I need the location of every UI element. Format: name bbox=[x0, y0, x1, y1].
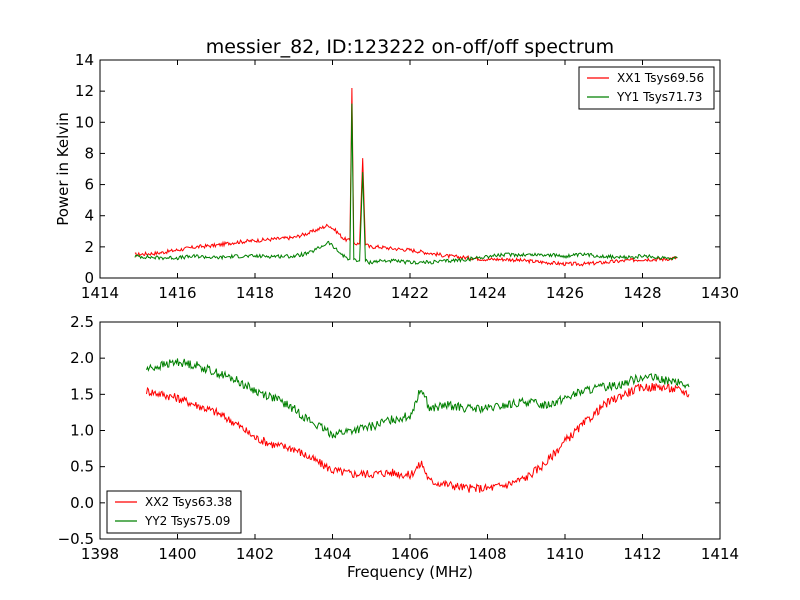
bottom-panel: Frequency (MHz) 1398 1400 1402 1404 1406 1408… bbox=[58, 313, 740, 581]
x-tick-label: 1404 bbox=[313, 545, 351, 563]
y-tick-label: 12 bbox=[75, 82, 94, 100]
x-tick-label: 1402 bbox=[236, 545, 274, 563]
x-tick-label: 1400 bbox=[158, 545, 196, 563]
legend-entry: YY1 Tsys71.73 bbox=[616, 90, 702, 104]
legend: XX1 Tsys69.56 YY1 Tsys71.73 bbox=[578, 66, 715, 110]
x-tick-label: 1406 bbox=[391, 545, 429, 563]
x-tick-label: 1428 bbox=[623, 284, 661, 302]
x-tick-label: 1424 bbox=[468, 284, 506, 302]
y-tick-label: 2.0 bbox=[70, 349, 94, 367]
y-tick-label: 0.5 bbox=[70, 458, 94, 476]
legend: XX2 Tsys63.38 YY2 Tsys75.09 bbox=[106, 490, 242, 534]
top-plot-area: 1414 1416 1418 1420 1422 1424 1426 1428 1430 0 2 4 6… bbox=[75, 51, 739, 302]
series-line-top-1 bbox=[134, 87, 678, 267]
x-tick-label: 1418 bbox=[236, 284, 274, 302]
x-tick-label: 1410 bbox=[546, 545, 584, 563]
bottom-plot-area: 1398 1400 1402 1404 1406 1408 1410 1412 1414 −0.5… bbox=[58, 313, 740, 563]
top-panel: messier_82, ID:123222 on-off/off spectru… bbox=[54, 36, 739, 302]
top-y-axis-label: Power in Kelvin bbox=[54, 112, 72, 226]
x-tick-label: 1398 bbox=[81, 545, 119, 563]
x-tick-label: 1414 bbox=[81, 284, 119, 302]
y-tick-label: 8 bbox=[84, 144, 94, 162]
x-tick-label: 1412 bbox=[623, 545, 661, 563]
series-line-bottom-2 bbox=[146, 358, 690, 439]
x-tick-label: 1430 bbox=[701, 284, 739, 302]
y-tick-label: 0.0 bbox=[70, 494, 94, 512]
y-tick-label: −0.5 bbox=[58, 530, 94, 548]
y-tick-label: 6 bbox=[84, 176, 94, 194]
y-tick-label: 14 bbox=[75, 51, 94, 69]
legend-box bbox=[106, 490, 242, 534]
x-tick-label: 1414 bbox=[701, 545, 739, 563]
y-tick-label: 10 bbox=[75, 113, 94, 131]
y-tick-label: 1.0 bbox=[70, 422, 94, 440]
x-tick-label: 1422 bbox=[391, 284, 429, 302]
legend-entry: XX2 Tsys63.38 bbox=[145, 495, 232, 509]
series-line-top-2 bbox=[134, 103, 678, 266]
legend-box bbox=[578, 66, 715, 110]
x-tick-label: 1420 bbox=[313, 284, 351, 302]
x-tick-label: 1408 bbox=[468, 545, 506, 563]
x-tick-label: 1416 bbox=[158, 284, 196, 302]
top-chart-title: messier_82, ID:123222 on-off/off spectru… bbox=[206, 36, 614, 58]
bottom-x-axis-label: Frequency (MHz) bbox=[347, 563, 473, 581]
y-tick-label: 4 bbox=[84, 207, 94, 225]
y-tick-label: 1.5 bbox=[70, 385, 94, 403]
y-tick-label: 2.5 bbox=[70, 313, 94, 331]
legend-entry: XX1 Tsys69.56 bbox=[617, 71, 704, 85]
y-tick-label: 2 bbox=[84, 238, 94, 256]
legend-entry: YY2 Tsys75.09 bbox=[144, 514, 230, 528]
series-line-bottom-1 bbox=[146, 382, 690, 493]
x-tick-label: 1426 bbox=[546, 284, 584, 302]
y-tick-label: 0 bbox=[84, 269, 94, 287]
